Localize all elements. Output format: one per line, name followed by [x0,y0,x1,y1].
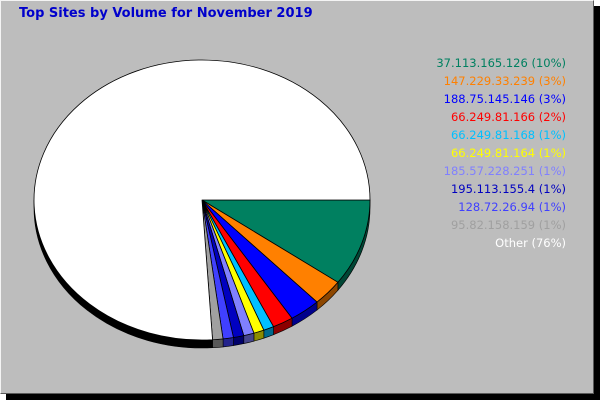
legend-label-8: 128.72.26.94 (1%) [458,200,566,214]
legend-label-2: 188.75.145.146 (3%) [444,92,566,106]
legend-label-6: 185.57.228.251 (1%) [444,164,566,178]
chart-legend: 37.113.165.126 (10%) 147.229.33.239 (3%) 1… [436,56,566,250]
legend-label-7: 195.113.155.4 (1%) [451,182,566,196]
frame-shadow-bottom [6,394,600,400]
legend-label-5: 66.249.81.164 (1%) [451,146,566,160]
legend-label-3: 66.249.81.166 (2%) [451,110,566,124]
frame-shadow-right [594,6,600,400]
pie-slice-side-9 [212,338,224,349]
pie-slice-0 [201,199,371,283]
legend-label-1: 147.229.33.239 (3%) [444,74,566,88]
legend-label-10: Other (76%) [495,236,566,250]
legend-label-0: 37.113.165.126 (10%) [436,56,566,70]
pie-slice-10 [33,59,371,341]
legend-label-4: 66.249.81.168 (1%) [451,128,566,142]
pie-slices [33,59,371,349]
legend-label-9: 95.82.158.159 (1%) [451,218,566,232]
chart-title: Top Sites by Volume for November 2019 [19,6,313,21]
